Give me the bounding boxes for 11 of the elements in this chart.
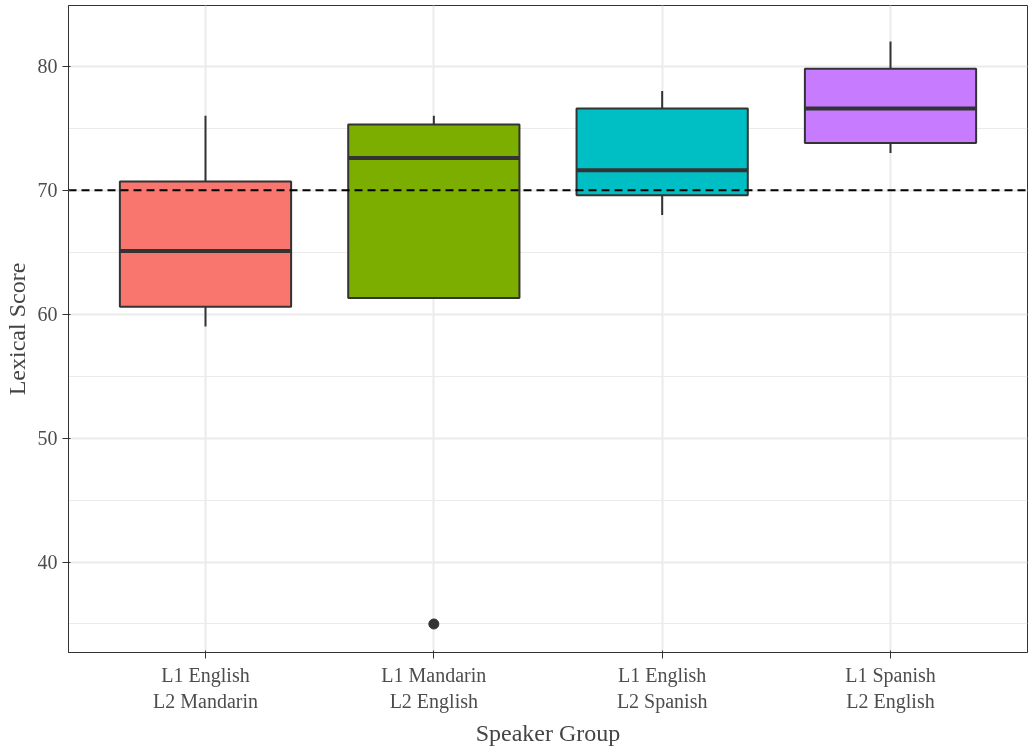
y-tick-label: 60 bbox=[37, 303, 58, 326]
y-tick-label: 40 bbox=[37, 551, 58, 574]
x-tick-label: L1 Mandarin L2 English bbox=[381, 663, 487, 713]
y-tick-label: 70 bbox=[37, 179, 58, 202]
y-axis-title: Lexical Score bbox=[3, 262, 30, 396]
x-tick-label: L1 Spanish L2 English bbox=[845, 663, 936, 713]
y-tick-label: 80 bbox=[37, 55, 58, 78]
y-tick-label: 50 bbox=[37, 427, 58, 450]
x-tick-label: L1 English L2 Spanish bbox=[616, 663, 708, 713]
x-tick-label: L1 English L2 Mandarin bbox=[153, 663, 258, 712]
x-axis-title: Speaker Group bbox=[475, 719, 621, 746]
